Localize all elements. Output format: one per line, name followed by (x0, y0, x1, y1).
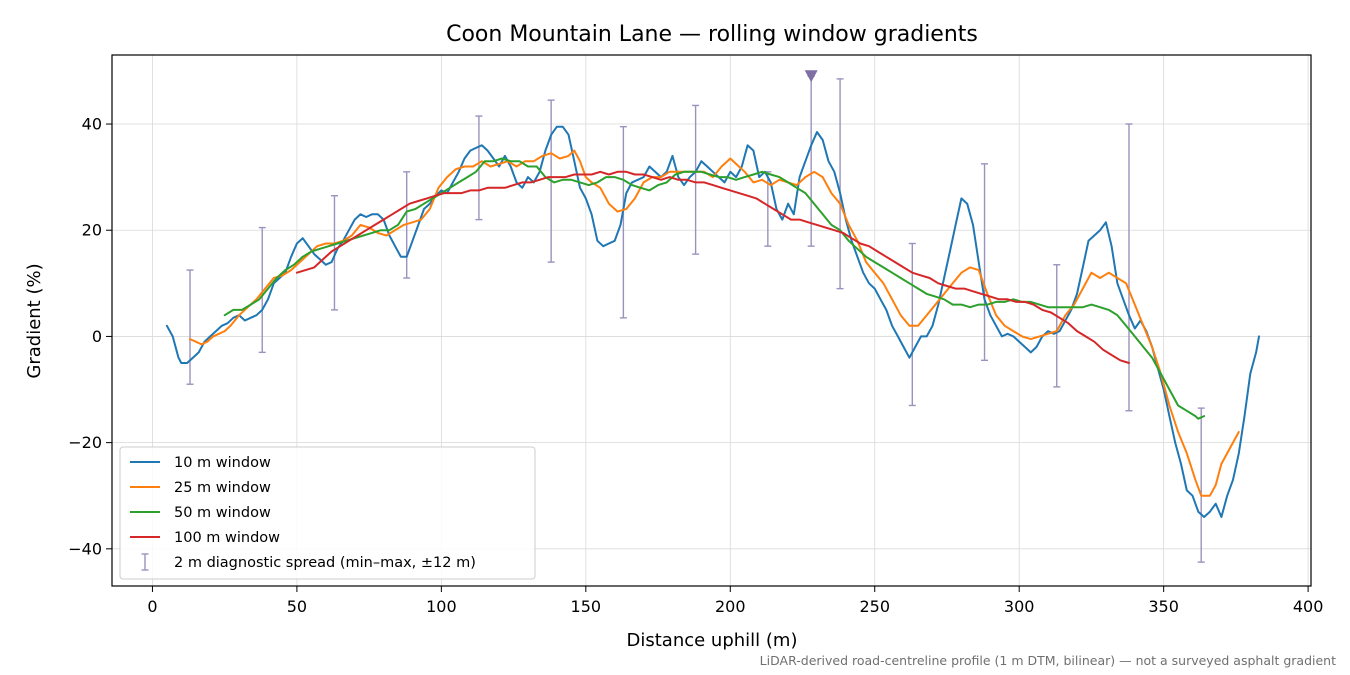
chart-title: Coon Mountain Lane — rolling window grad… (446, 22, 978, 47)
legend-label: 50 m window (174, 505, 271, 521)
series-line-2 (189, 149, 1240, 497)
x-tick-label: 300 (1004, 597, 1035, 616)
marker-triangle (804, 70, 818, 83)
footnote: LiDAR-derived road-centreline profile (1… (760, 653, 1336, 668)
y-tick-label: −40 (68, 539, 102, 558)
x-tick-label: 350 (1148, 597, 1179, 616)
diagnostic-errorbar (1053, 264, 1061, 388)
legend-label: 25 m window (174, 480, 271, 496)
axis-ticks: 0 50 100 150 200 250 300 350 400 −40 −20 0 20 40 (68, 115, 1323, 616)
x-tick-label: 200 (715, 597, 746, 616)
x-tick-label: 100 (426, 597, 457, 616)
y-tick-label: 20 (82, 221, 102, 240)
legend-label: 10 m window (174, 455, 271, 471)
y-tick-label: 0 (92, 327, 102, 346)
y-tick-label: 40 (82, 115, 102, 134)
diagnostic-errorbar (908, 242, 916, 407)
x-tick-label: 0 (147, 597, 157, 616)
plot-content (165, 70, 1260, 563)
series-line-1 (165, 125, 1260, 518)
diagnostic-errorbar (330, 195, 338, 311)
legend: 10 m window 25 m window 50 m window 100 m w… (119, 446, 536, 580)
diagnostic-errorbar (807, 75, 815, 247)
x-tick-label: 150 (571, 597, 602, 616)
x-axis-label: Distance uphill (m) (627, 630, 798, 651)
diagnostic-errorbar (1197, 407, 1205, 563)
x-tick-label: 400 (1293, 597, 1324, 616)
grid (112, 55, 1311, 586)
diagnostic-errorbar (1125, 123, 1133, 412)
diagnostic-errorbar (981, 163, 989, 362)
legend-label: 100 m window (174, 530, 280, 546)
diagnostic-errorbar (186, 269, 194, 385)
y-axis-label: Gradient (%) (24, 263, 45, 378)
x-tick-label: 250 (859, 597, 890, 616)
diagnostic-errorbar (692, 104, 700, 255)
diagnostic-errorbar (619, 125, 627, 319)
diagnostic-errorbar (258, 226, 266, 354)
legend-box (119, 446, 536, 580)
series-line-3 (223, 157, 1206, 420)
diagnostic-errorbar (836, 78, 844, 290)
plot-frame (111, 54, 1312, 587)
series-line-4 (295, 170, 1130, 364)
x-tick-label: 50 (287, 597, 307, 616)
y-tick-label: −20 (68, 433, 102, 452)
legend-label: 2 m diagnostic spread (min–max, ±12 m) (174, 555, 476, 571)
